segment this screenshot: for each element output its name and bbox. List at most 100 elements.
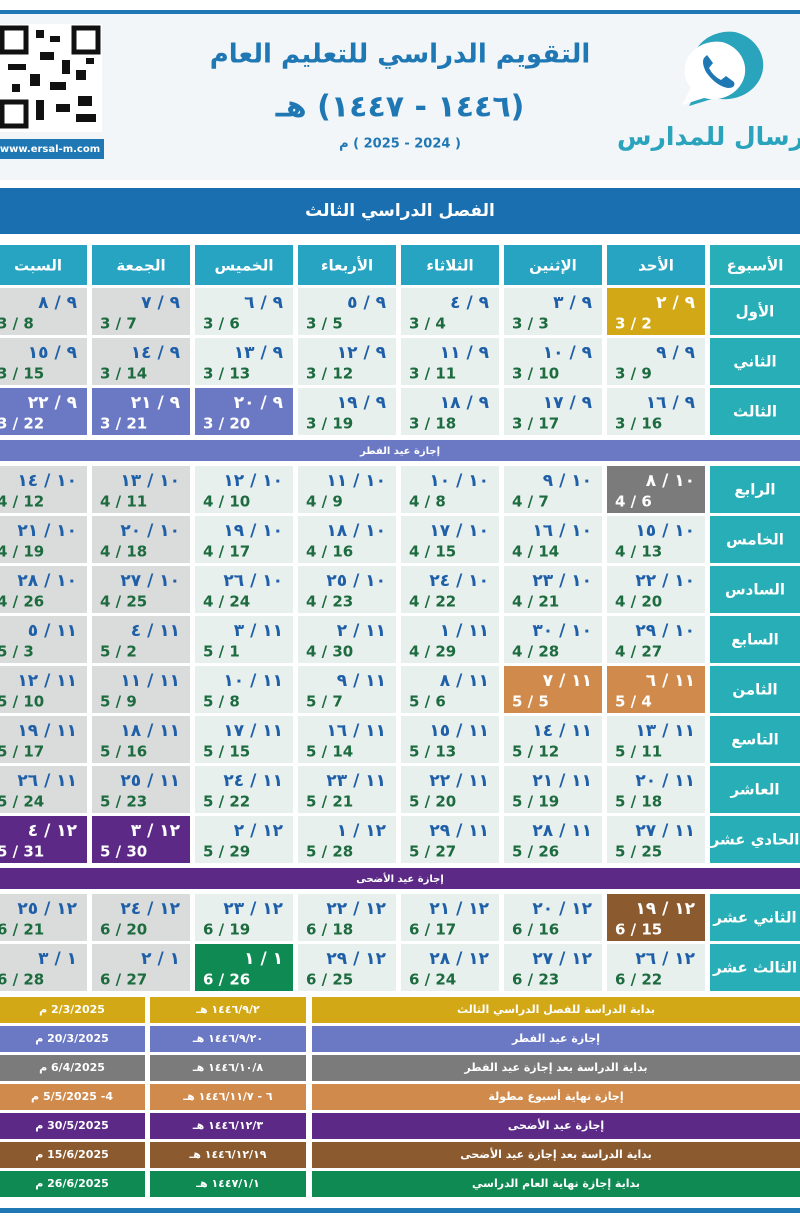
gregorian-date: 5 / 12 bbox=[512, 743, 559, 761]
hijri-date: ١١ / ١٤ bbox=[532, 721, 592, 741]
legend-gregorian: 30/5/2025 م bbox=[35, 1119, 109, 1132]
day-cell bbox=[0, 466, 87, 513]
gregorian-date: 3 / 9 bbox=[615, 365, 652, 383]
day-cell bbox=[0, 716, 87, 763]
hijri-date: ١١ / ٢٣ bbox=[326, 771, 386, 791]
gregorian-date: 5 / 9 bbox=[100, 693, 137, 711]
legend-gregorian: 26/6/2025 م bbox=[35, 1177, 109, 1190]
day-cell bbox=[401, 288, 499, 335]
day-cell bbox=[298, 766, 396, 813]
hijri-date: ١١ / ٦ bbox=[646, 671, 695, 691]
week-cell bbox=[710, 616, 800, 663]
hijri-date: ١٢ / ٢٥ bbox=[17, 899, 77, 919]
legend-hijri: ٦ - ١٤٤٦/١١/٧ هـ bbox=[182, 1090, 273, 1103]
hijri-date: ١١ / ٤ bbox=[131, 621, 180, 641]
day-cell bbox=[298, 616, 396, 663]
hijri-date: ١ / ٢ bbox=[141, 949, 180, 969]
hijri-date: ١٢ / ٢٤ bbox=[120, 899, 180, 919]
day-cell bbox=[504, 338, 602, 385]
week-label: الثاني عشر bbox=[712, 909, 796, 927]
day-cell bbox=[0, 288, 87, 335]
column-header-cell bbox=[607, 245, 705, 285]
gregorian-date: 4 / 21 bbox=[512, 593, 559, 611]
day-cell bbox=[607, 388, 705, 435]
top-border bbox=[0, 10, 800, 14]
hijri-date: ١١ / ١٥ bbox=[429, 721, 489, 741]
gregorian-date: 4 / 9 bbox=[306, 493, 343, 511]
hijri-date: ١١ / ٢٥ bbox=[120, 771, 180, 791]
hijri-date: ١٠ / ١٨ bbox=[326, 521, 386, 541]
gregorian-date: 4 / 16 bbox=[306, 543, 353, 561]
legend-label: بداية الدراسة بعد إجازة عيد الفطر bbox=[463, 1061, 647, 1074]
hijri-date: ١٢ / ١٩ bbox=[635, 899, 695, 919]
day-cell bbox=[504, 288, 602, 335]
legend-hijri-cell bbox=[150, 1055, 306, 1081]
hijri-date: ١٢ / ٢٢ bbox=[326, 899, 386, 919]
gregorian-date: 4 / 18 bbox=[100, 543, 147, 561]
gregorian-date: 3 / 8 bbox=[0, 315, 34, 333]
column-header-cell bbox=[504, 245, 602, 285]
qr-code bbox=[0, 24, 102, 132]
legend-hijri: ١٤٤٦/٩/٢ هـ bbox=[195, 1003, 260, 1016]
hijri-date: ٩ / ١٣ bbox=[234, 343, 284, 363]
legend-label-cell bbox=[312, 997, 800, 1023]
hijri-date: ١٢ / ١ bbox=[337, 821, 387, 841]
gregorian-date: 4 / 11 bbox=[100, 493, 147, 511]
day-cell bbox=[92, 516, 190, 563]
day-cell bbox=[504, 666, 602, 713]
legend-label: إجازة عيد الأضحى bbox=[508, 1118, 604, 1132]
legend-gregorian-cell bbox=[0, 1142, 145, 1168]
hijri-date: ٩ / ٤ bbox=[450, 293, 489, 313]
day-cell bbox=[298, 466, 396, 513]
gregorian-date: 4 / 20 bbox=[615, 593, 662, 611]
column-header: الأسبوع bbox=[727, 257, 784, 275]
hijri-date: ٩ / ١٠ bbox=[543, 343, 593, 363]
gregorian-date: 3 / 13 bbox=[203, 365, 250, 383]
day-cell bbox=[92, 566, 190, 613]
day-cell bbox=[607, 338, 705, 385]
week-cell bbox=[710, 566, 800, 613]
gregorian-date: 3 / 22 bbox=[0, 415, 44, 433]
hijri-date: ٩ / ٩ bbox=[656, 343, 695, 363]
legend-label: إجازة نهاية أسبوع مطولة bbox=[488, 1089, 623, 1103]
hijri-date: ١١ / ٧ bbox=[543, 671, 592, 691]
day-cell bbox=[195, 338, 293, 385]
hijri-year: (١٤٤٦ - ١٤٤٧) هـ bbox=[275, 90, 525, 125]
day-cell bbox=[92, 466, 190, 513]
gregorian-date: 3 / 2 bbox=[615, 315, 652, 333]
day-cell bbox=[92, 666, 190, 713]
day-cell bbox=[0, 816, 87, 863]
column-header-cell bbox=[710, 245, 800, 285]
gregorian-date: 6 / 20 bbox=[100, 921, 147, 939]
column-header-cell bbox=[298, 245, 396, 285]
hijri-date: ١٠ / ١٥ bbox=[635, 521, 695, 541]
hijri-date: ١٠ / ٩ bbox=[543, 471, 592, 491]
week-cell bbox=[710, 516, 800, 563]
hijri-date: ١١ / ١٧ bbox=[223, 721, 283, 741]
legend-gregorian-cell bbox=[0, 997, 145, 1023]
gregorian-date: 6 / 21 bbox=[0, 921, 44, 939]
day-cell bbox=[92, 766, 190, 813]
column-header-cell bbox=[401, 245, 499, 285]
day-cell bbox=[607, 716, 705, 763]
day-cell bbox=[0, 666, 87, 713]
day-cell bbox=[195, 516, 293, 563]
week-cell bbox=[710, 338, 800, 385]
day-cell bbox=[0, 388, 87, 435]
legend-gregorian-cell bbox=[0, 1171, 145, 1197]
week-cell bbox=[710, 766, 800, 813]
hijri-date: ٩ / ١٨ bbox=[440, 393, 490, 413]
day-cell bbox=[0, 894, 87, 941]
legend-hijri-cell bbox=[150, 1171, 306, 1197]
hijri-date: ٩ / ١٦ bbox=[646, 393, 696, 413]
gregorian-date: 5 / 18 bbox=[615, 793, 662, 811]
day-cell bbox=[607, 766, 705, 813]
day-cell bbox=[195, 566, 293, 613]
legend-gregorian-cell bbox=[0, 1113, 145, 1139]
hijri-date: ١٢ / ٢٨ bbox=[429, 949, 489, 969]
gregorian-date: 5 / 26 bbox=[512, 843, 559, 861]
hijri-date: ١١ / ١٠ bbox=[223, 671, 283, 691]
day-cell bbox=[298, 338, 396, 385]
gregorian-date: 5 / 23 bbox=[100, 793, 147, 811]
column-header-cell bbox=[0, 245, 87, 285]
